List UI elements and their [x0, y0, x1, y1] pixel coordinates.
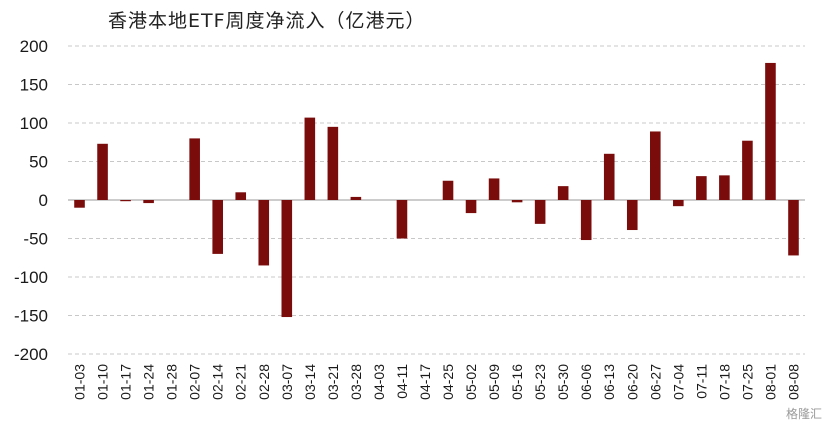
y-tick-label: 50 — [29, 153, 48, 172]
bar — [304, 117, 316, 200]
bar — [650, 131, 661, 200]
bar — [534, 200, 546, 224]
bar — [511, 200, 523, 203]
x-tick-label: 03-07 — [279, 364, 295, 400]
bar — [442, 180, 454, 200]
x-tick-label: 08-01 — [762, 364, 778, 400]
x-tick-label: 05-23 — [532, 364, 548, 400]
y-tick-label: -50 — [23, 230, 48, 249]
x-tick-label: 04-03 — [371, 364, 387, 400]
bar — [742, 140, 753, 200]
bar — [603, 153, 615, 200]
bar — [120, 200, 131, 202]
bar — [396, 200, 408, 239]
bar — [350, 196, 362, 200]
bar — [557, 186, 569, 200]
x-tick-label: 08-08 — [785, 364, 801, 400]
x-tick-label: 02-28 — [256, 364, 272, 400]
bar — [235, 192, 247, 200]
x-tick-label: 07-18 — [716, 364, 732, 400]
bar — [719, 175, 730, 200]
x-tick-label: 06-13 — [601, 364, 617, 400]
bar — [626, 200, 638, 231]
x-tick-label: 04-11 — [394, 364, 410, 399]
chart-title: 香港本地ETF周度净流入（亿港元） — [108, 10, 426, 32]
x-tick-label: 01-28 — [164, 364, 180, 400]
x-tick-label: 07-25 — [739, 364, 755, 400]
bar — [488, 178, 500, 200]
y-tick-label: 150 — [20, 76, 48, 95]
x-axis-ticks: 01-03 01-10 01-17 01-24 01-28 02-07 02-14 02-21… — [72, 364, 802, 400]
y-tick-label: 0 — [39, 191, 48, 210]
x-tick-label: 01-24 — [141, 364, 157, 400]
bars — [74, 62, 799, 318]
bar — [673, 200, 684, 207]
x-tick-label: 05-02 — [463, 364, 479, 400]
x-tick-label: 05-16 — [509, 364, 525, 400]
bar — [465, 200, 477, 214]
watermark-logo: 格隆汇 — [785, 407, 822, 421]
bar — [580, 200, 592, 241]
bar — [74, 200, 85, 208]
x-tick-label: 03-28 — [348, 364, 364, 400]
bar — [696, 176, 707, 200]
bar — [97, 143, 108, 200]
x-tick-label: 04-25 — [440, 364, 456, 400]
x-tick-label: 02-14 — [210, 364, 226, 400]
x-tick-label: 05-30 — [555, 364, 571, 400]
x-tick-label: 07-11 — [693, 364, 709, 399]
x-tick-label: 07-04 — [670, 364, 686, 400]
bar — [281, 200, 293, 318]
y-tick-label: -150 — [14, 307, 48, 326]
x-tick-label: 01-17 — [118, 364, 134, 400]
y-tick-label: -200 — [14, 345, 48, 364]
bar — [189, 138, 200, 200]
x-tick-label: 06-27 — [647, 364, 663, 400]
x-tick-label: 06-06 — [578, 364, 594, 400]
y-tick-label: -100 — [14, 268, 48, 287]
bar — [788, 200, 799, 256]
y-tick-label: 200 — [20, 37, 48, 56]
x-tick-label: 05-09 — [486, 364, 502, 400]
x-tick-label: 02-07 — [187, 364, 203, 400]
grid-lines — [68, 45, 805, 355]
x-tick-label: 03-14 — [302, 364, 318, 400]
y-axis-ticks: 200 150 100 50 0 -50 -100 -150 -200 — [14, 37, 48, 364]
x-tick-label: 04-17 — [417, 364, 433, 400]
y-tick-label: 100 — [20, 114, 48, 133]
x-tick-label: 02-21 — [233, 364, 249, 400]
x-tick-label: 06-20 — [624, 364, 640, 400]
bar — [327, 126, 339, 200]
x-tick-label: 01-03 — [72, 364, 88, 400]
bar — [258, 200, 270, 266]
bar — [212, 200, 223, 254]
bar — [143, 200, 154, 204]
x-tick-label: 03-21 — [325, 364, 341, 400]
x-tick-label: 01-10 — [95, 364, 111, 400]
bar — [765, 62, 776, 200]
